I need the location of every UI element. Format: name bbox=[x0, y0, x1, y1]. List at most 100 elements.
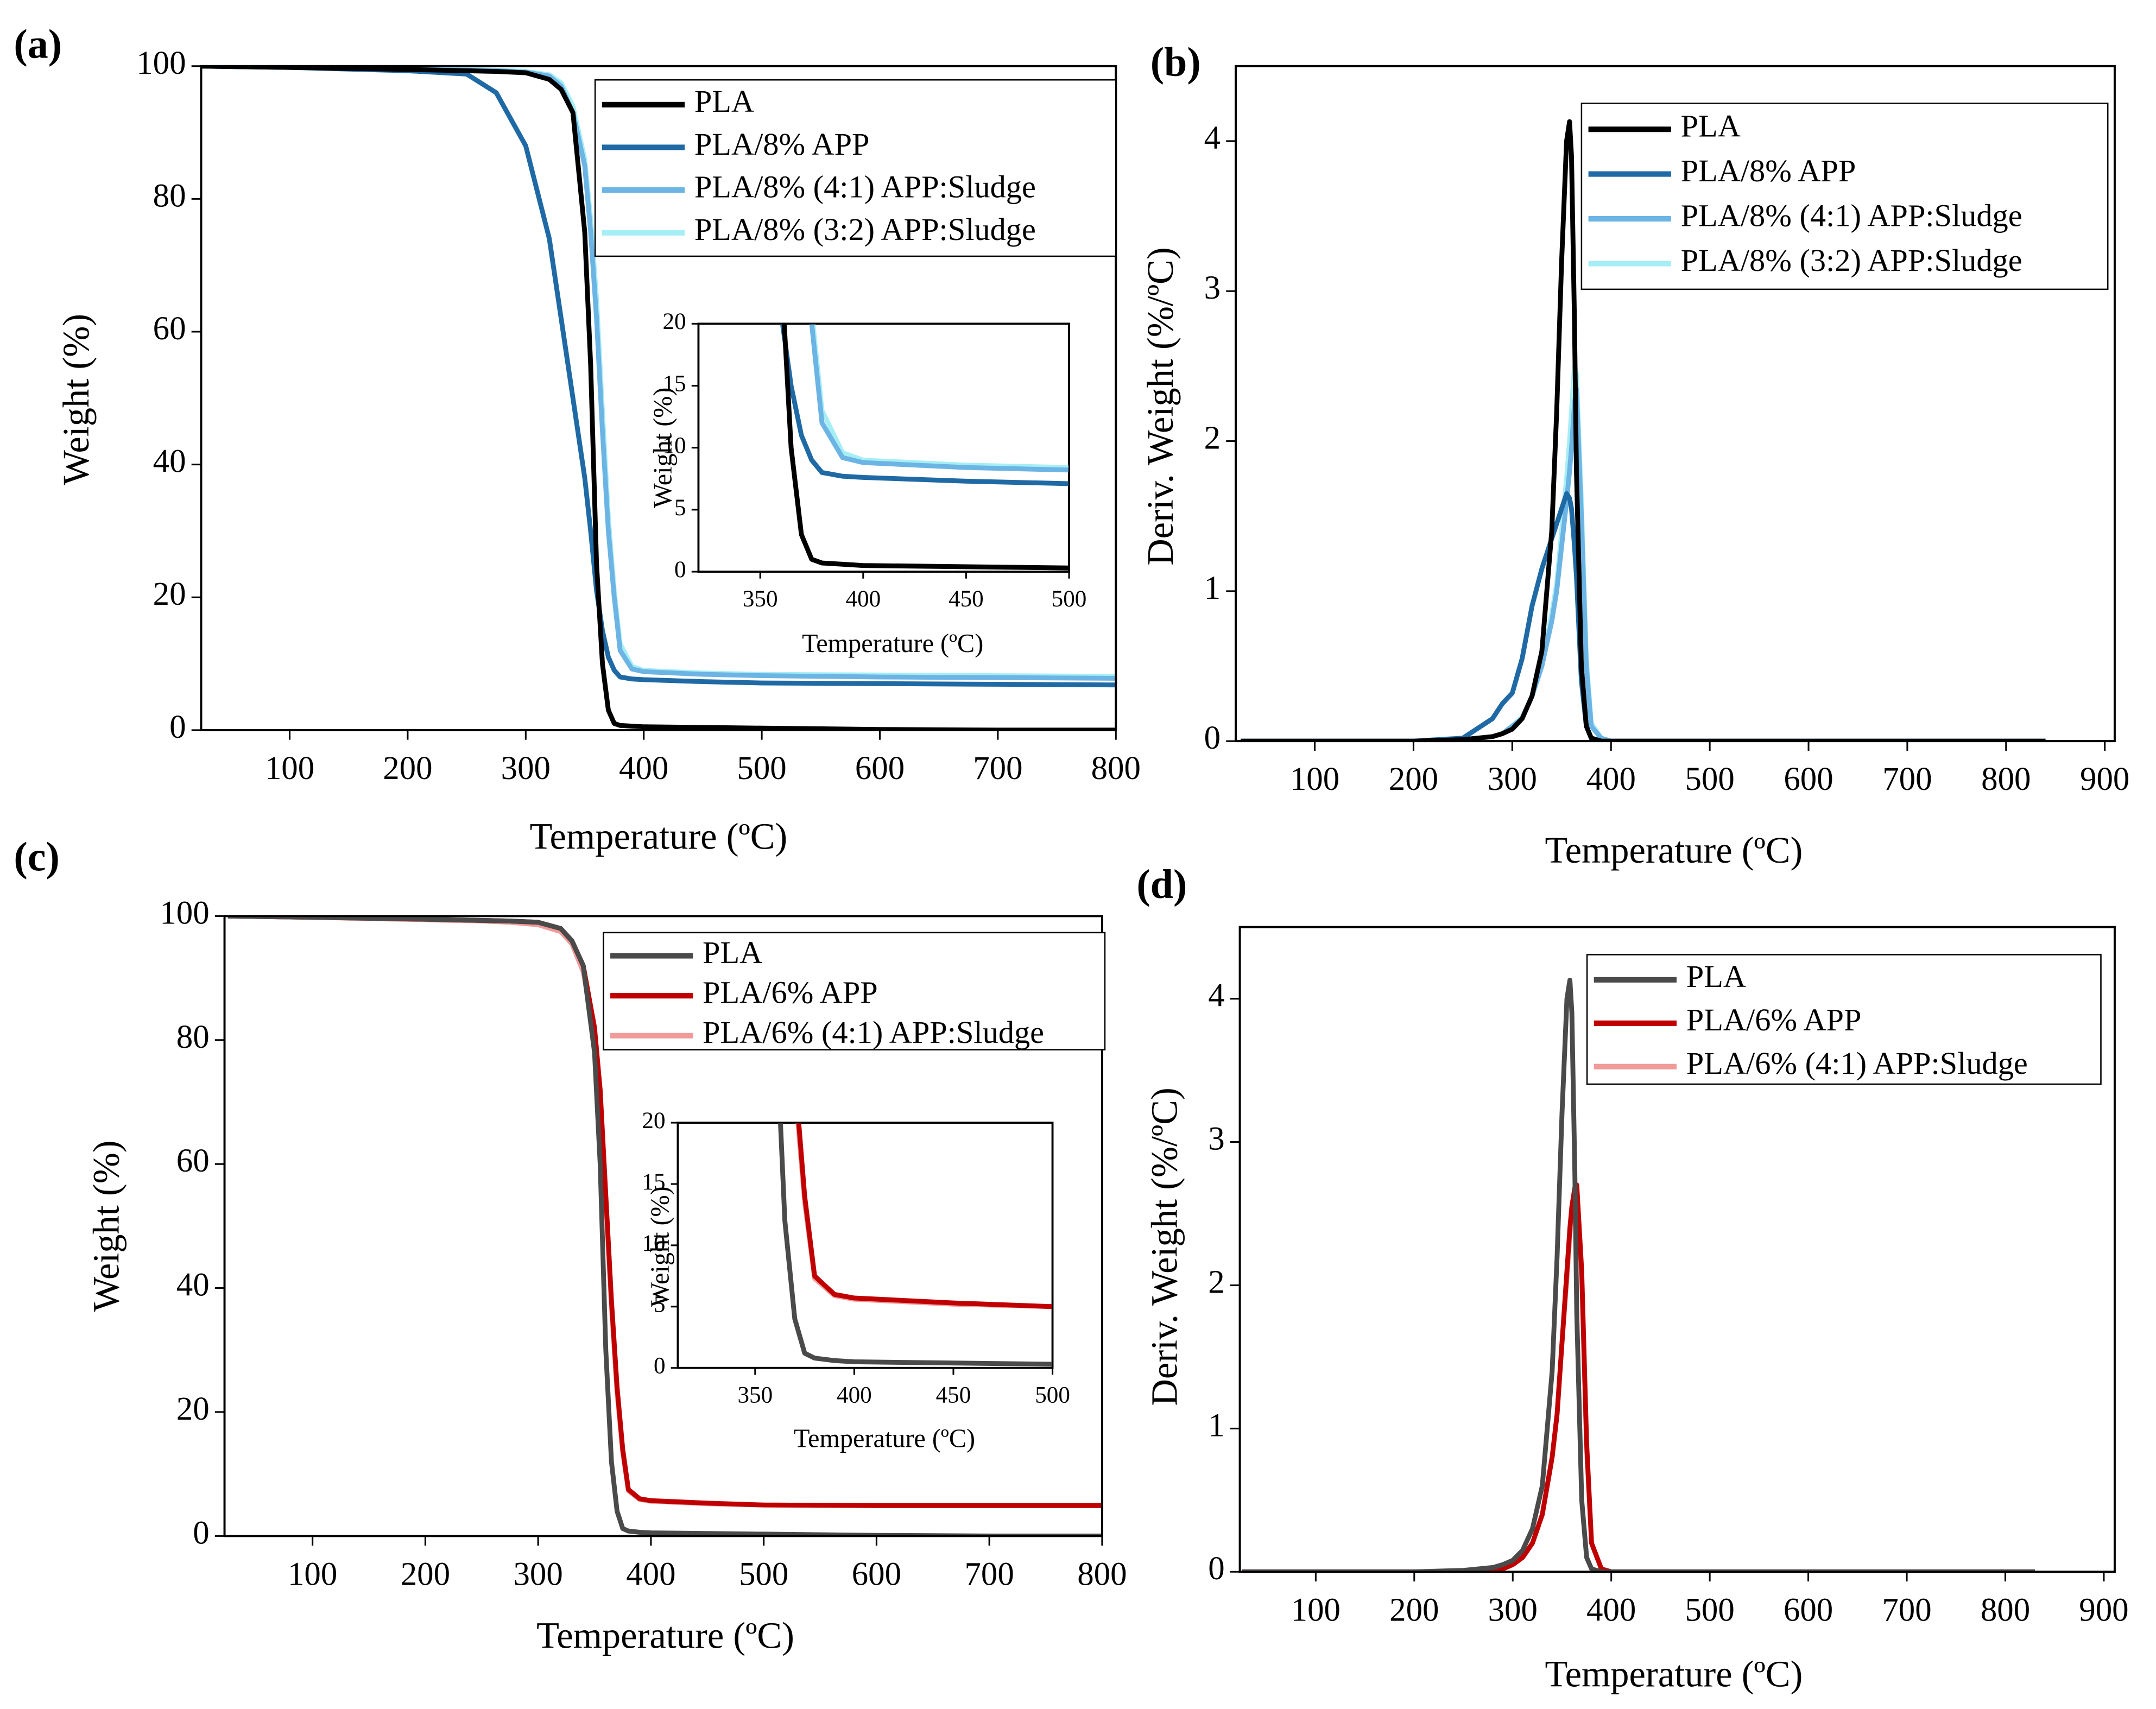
x-tick-label: 600 bbox=[1784, 761, 1833, 797]
y-tick-label: 20 bbox=[176, 1391, 210, 1427]
y-tick-label: 4 bbox=[1204, 120, 1221, 156]
x-tick-label: 800 bbox=[1091, 750, 1141, 787]
y-axis-label: Weight (%) bbox=[55, 314, 97, 485]
y-tick-label: 1 bbox=[1208, 1407, 1224, 1444]
x-tick-label: 800 bbox=[1981, 761, 2031, 797]
x-tick-label: 400 bbox=[845, 586, 881, 612]
legend-box bbox=[1580, 103, 2109, 290]
x-tick-label: 500 bbox=[1685, 1592, 1734, 1628]
legend-label: PLA bbox=[1681, 109, 1741, 144]
y-tick-label: 2 bbox=[1208, 1264, 1224, 1300]
x-tick-label: 700 bbox=[973, 750, 1022, 787]
legend-label: PLA/8% (4:1) APP:Sludge bbox=[1681, 198, 2022, 233]
panel: 100 200 300 400 500 600 700 800 900 0 1 2 3 4(b) Tempe… bbox=[1140, 39, 2130, 871]
panel: 100 200 300 400 500 600 700 800 900 0 1 2 3 4 (d) Tempe… bbox=[1136, 862, 2128, 1694]
x-tick-label: 100 bbox=[265, 750, 314, 787]
y-tick-label: 80 bbox=[176, 1019, 210, 1055]
legend-label: PLA/8% (3:2) APP:Sludge bbox=[1681, 243, 2022, 278]
x-tick-label: 600 bbox=[855, 750, 905, 787]
y-tick-label: 15 bbox=[642, 1169, 665, 1195]
x-tick-label: 350 bbox=[743, 586, 778, 612]
x-tick-label: 500 bbox=[737, 750, 786, 787]
panel: 100 200 300 400 500 600 700 800020406080100(c)T… bbox=[14, 834, 1127, 1656]
plot-border bbox=[223, 915, 1103, 1537]
series-line bbox=[1242, 977, 2035, 1572]
x-tick-label: 450 bbox=[936, 1383, 971, 1408]
legend-label: PLA/6% APP bbox=[1686, 1002, 1862, 1037]
x-tick-label: 500 bbox=[1052, 586, 1087, 612]
y-axis-label: Weight (%) bbox=[86, 1140, 127, 1312]
series-line bbox=[809, 324, 1070, 473]
series-line bbox=[796, 1123, 1053, 1309]
y-tick-label: 1 bbox=[1204, 570, 1221, 606]
y-tick-label: 0 bbox=[169, 709, 186, 745]
x-axis-label: Temperature (ºC) bbox=[529, 816, 787, 857]
x-axis-label: Temperature (ºC) bbox=[536, 1615, 794, 1656]
y-tick-label: 60 bbox=[176, 1143, 210, 1179]
legend-label: PLA bbox=[703, 935, 762, 970]
plot-border bbox=[200, 65, 1117, 731]
series-line bbox=[201, 66, 1116, 730]
x-tick-label: 100 bbox=[288, 1556, 337, 1592]
y-axis-label: Deriv. Weight (%/ºC) bbox=[1140, 247, 1181, 565]
inset-y-label: Weight (%) bbox=[649, 388, 678, 508]
legend-label: PLA/8% APP bbox=[1681, 153, 1856, 188]
x-tick-label: 700 bbox=[1882, 1592, 1931, 1628]
y-tick-label: 0 bbox=[1204, 720, 1221, 756]
x-tick-label: 900 bbox=[2080, 761, 2129, 797]
x-tick-label: 100 bbox=[1291, 1592, 1341, 1628]
y-axis-label: Deriv. Weight (%/ºC) bbox=[1143, 1087, 1185, 1406]
y-tick-label: 3 bbox=[1204, 270, 1221, 306]
y-tick-label: 10 bbox=[642, 1231, 665, 1256]
x-tick-label: 900 bbox=[2079, 1592, 2128, 1628]
legend-label: PLA/8% (3:2) APP:Sludge bbox=[694, 212, 1036, 247]
y-tick-label: 0 bbox=[193, 1515, 209, 1551]
series-line bbox=[227, 916, 1102, 1536]
y-tick-label: 5 bbox=[674, 495, 686, 521]
x-tick-label: 500 bbox=[1035, 1383, 1070, 1408]
legend-box bbox=[603, 932, 1106, 1050]
x-tick-label: 800 bbox=[1077, 1556, 1127, 1592]
x-tick-label: 450 bbox=[949, 586, 984, 612]
legend-box bbox=[1586, 954, 2102, 1085]
inset-x-label: Temperature (ºC) bbox=[802, 629, 983, 658]
inset: 350 400 450 500 0 5 10 15 20 Temperature (ºC) Weig… bbox=[642, 1108, 1070, 1453]
legend-label: PLA/8% APP bbox=[694, 126, 870, 162]
x-axis-label: Temperature (ºC) bbox=[1545, 1653, 1803, 1694]
x-tick-label: 200 bbox=[1389, 761, 1438, 797]
x-tick-label: 400 bbox=[1586, 761, 1636, 797]
legend-label: PLA/8% (4:1) APP:Sludge bbox=[694, 169, 1036, 205]
plot-frame bbox=[676, 1122, 1054, 1369]
x-tick-label: 500 bbox=[739, 1556, 788, 1592]
inset-border bbox=[698, 323, 1070, 573]
plot-border bbox=[1235, 65, 2116, 743]
x-tick-label: 600 bbox=[1784, 1592, 1833, 1628]
y-tick-label: 15 bbox=[662, 371, 686, 396]
legend-label: PLA bbox=[1686, 959, 1746, 994]
x-tick-label: 300 bbox=[1488, 761, 1537, 797]
panel-label: (d) bbox=[1136, 862, 1187, 907]
y-tick-label: 80 bbox=[153, 178, 186, 214]
x-tick-label: 200 bbox=[383, 750, 432, 787]
series-line bbox=[1242, 1182, 2035, 1572]
panel-label: (b) bbox=[1150, 39, 1201, 85]
legend-box bbox=[594, 79, 1117, 257]
y-tick-label: 20 bbox=[153, 576, 186, 612]
y-tick-label: 10 bbox=[662, 433, 686, 459]
x-tick-label: 400 bbox=[1586, 1592, 1636, 1628]
series-line bbox=[1241, 491, 2046, 742]
y-tick-label: 20 bbox=[662, 309, 686, 334]
x-tick-label: 300 bbox=[513, 1556, 562, 1592]
x-tick-label: 700 bbox=[1882, 761, 1932, 797]
y-tick-label: 0 bbox=[674, 557, 686, 583]
y-tick-label: 40 bbox=[176, 1267, 210, 1303]
inset-border bbox=[677, 1122, 1053, 1369]
series-line bbox=[782, 324, 1070, 571]
x-axis-label: Temperature (ºC) bbox=[1545, 830, 1803, 871]
y-tick-label: 3 bbox=[1208, 1121, 1224, 1157]
x-tick-label: 200 bbox=[401, 1556, 450, 1592]
legend-label: PLA bbox=[694, 84, 754, 119]
plot-border bbox=[1238, 926, 2116, 1573]
inset-x-label: Temperature (ºC) bbox=[794, 1424, 975, 1453]
